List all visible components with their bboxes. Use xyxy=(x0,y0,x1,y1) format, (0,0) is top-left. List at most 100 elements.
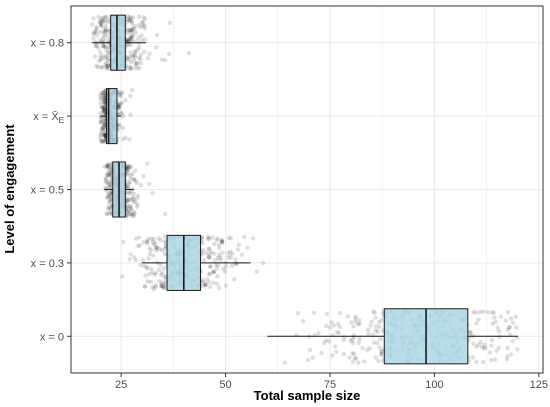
jitter-point xyxy=(102,26,107,32)
jitter-point xyxy=(145,55,151,61)
jitter-point xyxy=(107,199,113,204)
jitter-point xyxy=(348,320,354,325)
jitter-point xyxy=(126,185,131,191)
jitter-point xyxy=(147,181,152,187)
jitter-point xyxy=(98,37,103,43)
jitter-point xyxy=(102,133,107,139)
jitter-point xyxy=(123,97,128,103)
jitter-point xyxy=(128,27,133,33)
jitter-point xyxy=(151,236,157,242)
jitter-point xyxy=(98,92,103,97)
jitter-point xyxy=(160,285,166,290)
jitter-point xyxy=(145,279,150,284)
jitter-point xyxy=(153,240,158,246)
jitter-point xyxy=(211,269,216,274)
jitter-point xyxy=(207,271,213,276)
jitter-point xyxy=(128,43,133,48)
x-tick-label: 125 xyxy=(530,379,548,391)
jitter-point xyxy=(127,256,132,262)
jitter-point xyxy=(232,277,237,282)
jitter-point xyxy=(105,195,110,200)
jitter-point xyxy=(106,166,112,171)
jitter-point xyxy=(99,91,105,96)
jitter-point xyxy=(206,272,212,277)
jitter-point xyxy=(102,122,107,127)
jitter-point xyxy=(106,182,112,187)
jitter-point xyxy=(126,167,131,173)
jitter-point xyxy=(102,132,108,137)
jitter-point xyxy=(138,24,143,30)
jitter-point xyxy=(335,321,341,326)
jitter-point xyxy=(213,262,218,267)
jitter-point xyxy=(505,309,511,315)
jitter-point xyxy=(245,245,250,250)
jitter-point xyxy=(89,22,95,27)
jitter-point xyxy=(108,197,113,202)
jitter-point xyxy=(147,51,152,57)
jitter-point xyxy=(101,115,106,121)
jitter-point xyxy=(118,90,124,96)
jitter-point xyxy=(159,280,165,285)
jitter-point xyxy=(102,109,108,114)
jitter-point xyxy=(124,204,130,210)
jitter-point xyxy=(216,242,222,248)
jitter-point xyxy=(473,310,479,315)
jitter-point xyxy=(162,211,168,217)
jitter-point xyxy=(242,234,247,240)
jitter-point xyxy=(127,197,132,203)
jitter-point xyxy=(98,29,103,35)
jitter-point xyxy=(105,180,110,186)
jitter-point xyxy=(126,14,131,19)
jitter-point xyxy=(154,45,159,50)
jitter-point xyxy=(132,209,137,215)
jitter-point xyxy=(99,16,104,21)
jitter-point xyxy=(106,204,111,210)
jitter-point xyxy=(127,54,132,59)
jitter-point xyxy=(341,337,346,343)
jitter-point xyxy=(98,138,104,143)
jitter-point xyxy=(138,52,144,58)
jitter-point xyxy=(200,240,205,246)
jitter-point xyxy=(492,357,498,362)
jitter-point xyxy=(234,261,239,266)
jitter-point xyxy=(476,317,481,322)
x-tick-label: 50 xyxy=(219,379,231,391)
jitter-point xyxy=(158,262,163,267)
jitter-point xyxy=(117,122,122,127)
jitter-point xyxy=(226,235,231,241)
jitter-point xyxy=(120,274,125,279)
jitter-point xyxy=(496,329,502,334)
jitter-point xyxy=(133,63,138,69)
jitter-point xyxy=(91,36,96,41)
jitter-point xyxy=(133,60,138,66)
jitter-point xyxy=(133,168,138,173)
jitter-point xyxy=(102,95,107,101)
jitter-point xyxy=(310,355,315,360)
jitter-point xyxy=(213,257,218,263)
jitter-point xyxy=(99,128,104,134)
jitter-point xyxy=(98,22,104,28)
jitter-point xyxy=(159,248,165,253)
jitter-point xyxy=(103,15,108,21)
jitter-point xyxy=(250,236,256,241)
jitter-point xyxy=(158,272,164,278)
jitter-point xyxy=(300,318,306,324)
jitter-point xyxy=(124,19,130,25)
jitter-point xyxy=(125,183,130,189)
jitter-point xyxy=(220,250,225,255)
jitter-point xyxy=(138,262,143,267)
iqr-box xyxy=(110,14,126,71)
jitter-point xyxy=(161,266,167,271)
jitter-point xyxy=(221,266,226,271)
jitter-point xyxy=(128,212,134,217)
jitter-point xyxy=(100,35,106,41)
jitter-point xyxy=(136,22,141,28)
jitter-point xyxy=(131,213,137,219)
jitter-point xyxy=(99,56,104,61)
jitter-point xyxy=(98,115,104,121)
jitter-point xyxy=(128,15,134,21)
jitter-point xyxy=(120,113,126,119)
jitter-point xyxy=(103,44,108,50)
jitter-point xyxy=(123,135,128,140)
jitter-point xyxy=(481,346,486,351)
